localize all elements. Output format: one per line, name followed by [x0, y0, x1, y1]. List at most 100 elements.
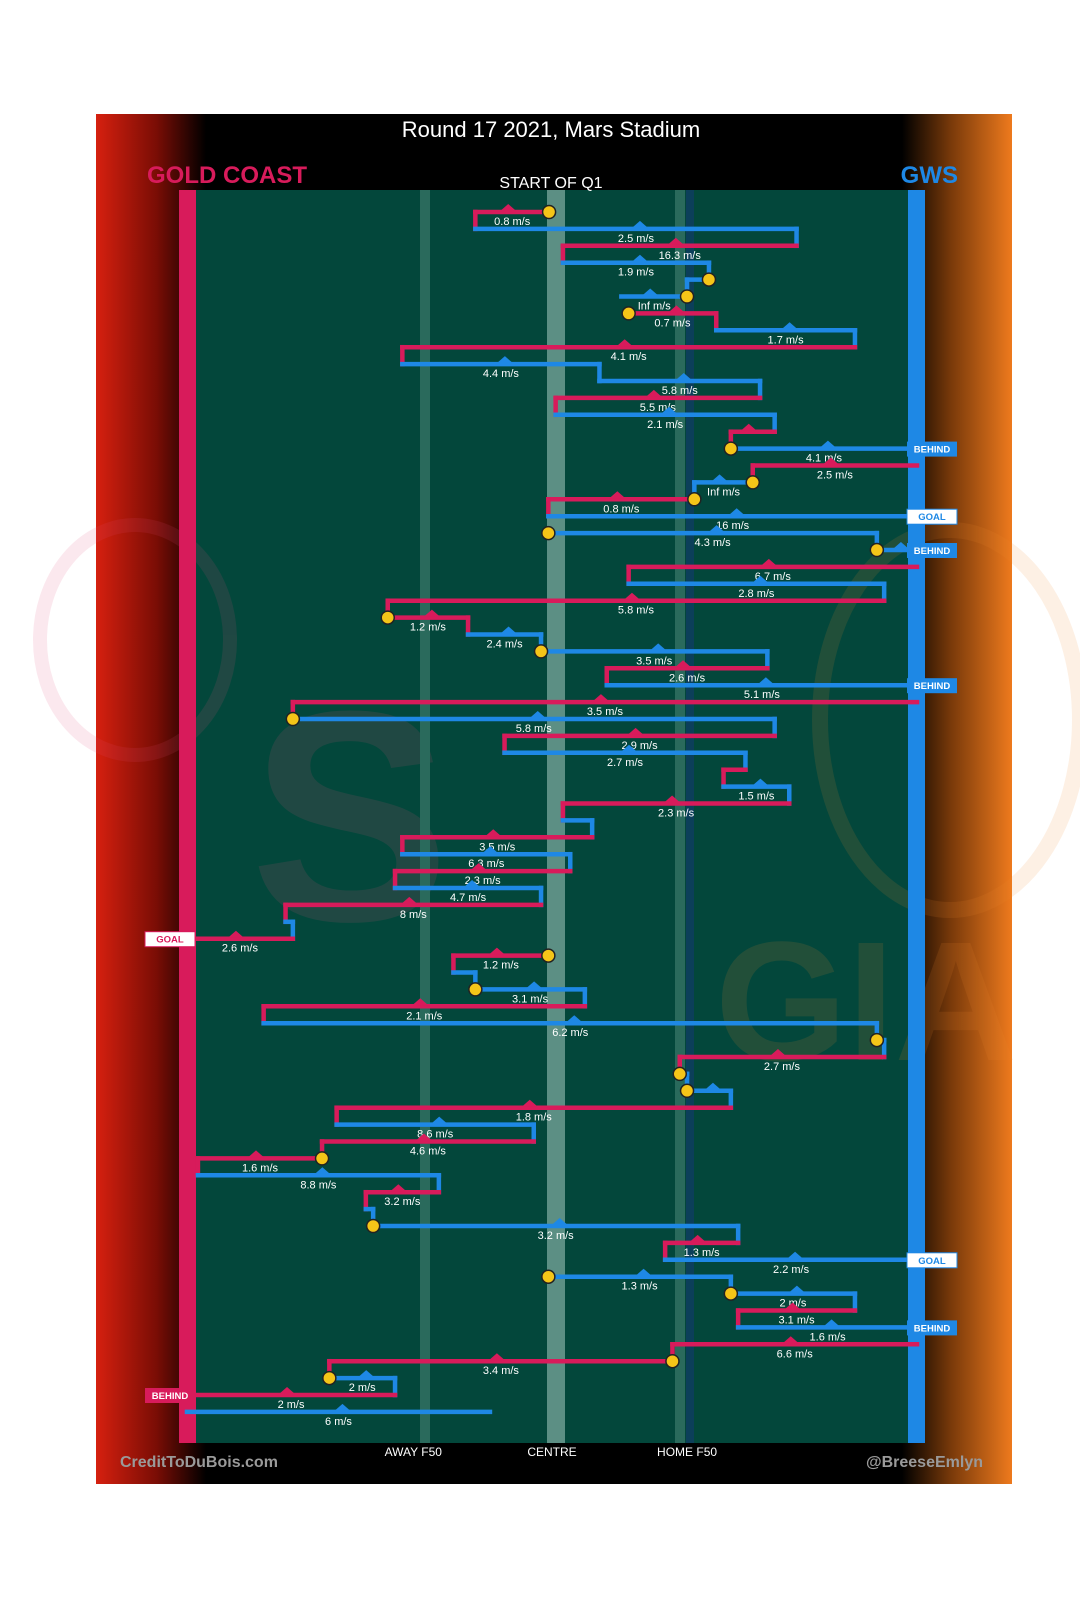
stoppage-marker — [322, 1370, 337, 1386]
chain-arrow — [631, 254, 648, 262]
chain-speed-label: 0.7 m/s — [654, 317, 691, 329]
chain-speed-label: 4.1 m/s — [611, 351, 648, 363]
chain-arrow — [314, 1167, 331, 1175]
chain-arrow — [470, 863, 487, 871]
chain-speed-label: 1.8 m/s — [516, 1112, 553, 1124]
chain-speed-label: 4.6 m/s — [410, 1146, 447, 1158]
chain-speed-label: 0.8 m/s — [603, 503, 640, 515]
chain-speed-label: 2 m/s — [349, 1382, 376, 1394]
chain-arrow — [675, 373, 692, 380]
chain-arrow — [358, 1370, 375, 1378]
tag-label: BEHIND — [914, 546, 951, 557]
chain-arrow — [334, 1403, 351, 1411]
chain-speed-label: 4.7 m/s — [450, 892, 487, 904]
chain-speed-label: 2.6 m/s — [222, 943, 259, 955]
stoppage-marker — [701, 272, 717, 287]
tag-label: BEHIND — [914, 681, 951, 692]
chain-arrow — [704, 1082, 721, 1090]
behind-tag — [145, 1388, 195, 1403]
stoppage-marker — [745, 475, 760, 490]
chain-arrow — [675, 660, 692, 668]
chain-speed-label: 3.4 m/s — [483, 1365, 520, 1377]
stoppage-marker — [687, 492, 702, 507]
stoppage-marker — [468, 982, 483, 997]
chain-speed-label: 2.7 m/s — [764, 1061, 801, 1073]
tag-label: GOAL — [918, 1256, 946, 1267]
chain-speed-label: 6 m/s — [325, 1416, 352, 1428]
tag-label: BEHIND — [914, 1323, 951, 1334]
chain-speed-label: 4.4 m/s — [483, 368, 520, 380]
chain-arrow — [823, 1319, 840, 1327]
chain-arrow — [752, 575, 769, 583]
chain-arrow — [667, 237, 684, 245]
chain-speed-label: 5.8 m/s — [662, 385, 699, 397]
chain-speed-label: 2.8 m/s — [738, 588, 775, 600]
chain-arrow — [661, 406, 678, 414]
chain-arrow — [464, 880, 481, 887]
tag-label: GOAL — [918, 512, 946, 523]
chain-speed-label: 1.3 m/s — [684, 1247, 721, 1259]
chain-arrow — [728, 508, 745, 516]
chain-arrow — [822, 457, 839, 465]
chain-arrow — [482, 846, 499, 854]
left-team-name: GOLD COAST — [147, 162, 307, 189]
chain-arrow — [401, 896, 418, 904]
chain-arrow — [668, 305, 685, 313]
stoppage-marker — [541, 948, 556, 963]
chain-arrow — [423, 609, 440, 617]
chain-arrow — [592, 694, 609, 702]
chain-arrow — [227, 930, 244, 938]
chain-lines — [184, 209, 920, 1415]
chain-speed-label: 8.8 m/s — [300, 1179, 337, 1191]
chain-arrow — [782, 1336, 799, 1344]
chain-speed-label: 3.2 m/s — [384, 1196, 421, 1208]
stoppage-marker — [672, 1066, 687, 1082]
chain-arrow — [500, 626, 517, 634]
chain-arrow — [616, 339, 633, 347]
chain-arrow — [631, 220, 648, 228]
chain-speed-label: 1.6 m/s — [242, 1162, 279, 1174]
chain-speed-label: 3.1 m/s — [512, 993, 549, 1005]
chain-arrow — [650, 643, 667, 651]
chart-subtitle: START OF Q1 — [499, 175, 602, 192]
stoppage-marker — [679, 1083, 695, 1099]
chain-speed-label: 2.6 m/s — [669, 672, 706, 684]
chain-arrow — [781, 322, 798, 330]
chain-arrow — [760, 558, 777, 566]
home-f50-line-shadow — [686, 190, 694, 1443]
credit-right: @BreeseEmlyn — [866, 1454, 983, 1471]
goal-tag — [906, 1252, 958, 1269]
chain-annotations: 0.8 m/s 2.5 m/s 16.3 m/s 1.9 m/s Inf m/s 0.7 … — [144, 204, 958, 1428]
chain-speed-label: 1.2 m/s — [483, 960, 520, 972]
chain-speed-label: 5.8 m/s — [516, 723, 553, 735]
stoppage-marker — [723, 1286, 739, 1301]
possession-chains: 0.8 m/s 2.5 m/s 16.3 m/s 1.9 m/s Inf m/s 0.7 … — [144, 204, 958, 1428]
chain-arrow — [787, 1251, 804, 1259]
chain-arrow — [529, 711, 546, 718]
chain-arrow — [566, 1015, 583, 1023]
chain-speed-label: Inf m/s — [707, 486, 741, 498]
credit-left: CreditToDuBois.com — [120, 1454, 278, 1471]
home-f50-line — [675, 190, 685, 1443]
chain-speed-label: 2.7 m/s — [607, 757, 644, 769]
chain-speed-label: 16 m/s — [716, 520, 750, 532]
chain-arrow — [740, 423, 757, 431]
chain-speed-label: 1.7 m/s — [768, 334, 805, 346]
chain-speed-label: Inf m/s — [638, 301, 672, 313]
chain-speed-label: 1.5 m/s — [738, 791, 775, 803]
chain-arrow — [769, 1049, 786, 1056]
chain-arrow — [788, 1285, 805, 1293]
stoppage-marker — [869, 542, 885, 558]
stoppage-marker — [541, 525, 556, 541]
behind-tag — [907, 441, 957, 457]
away-f50-line — [420, 190, 430, 1443]
chain-speed-label: 3.5 m/s — [587, 706, 624, 718]
chain-speed-label: 2.5 m/s — [817, 470, 854, 482]
chain-arrow — [819, 440, 836, 448]
chain-arrow — [485, 829, 502, 837]
stoppage-marker — [679, 289, 695, 304]
chain-speed-label: 1.9 m/s — [618, 267, 655, 279]
chain-speed-label: 2.5 m/s — [618, 233, 655, 245]
stoppage-marker — [533, 644, 549, 659]
chain-arrow — [689, 1234, 706, 1242]
